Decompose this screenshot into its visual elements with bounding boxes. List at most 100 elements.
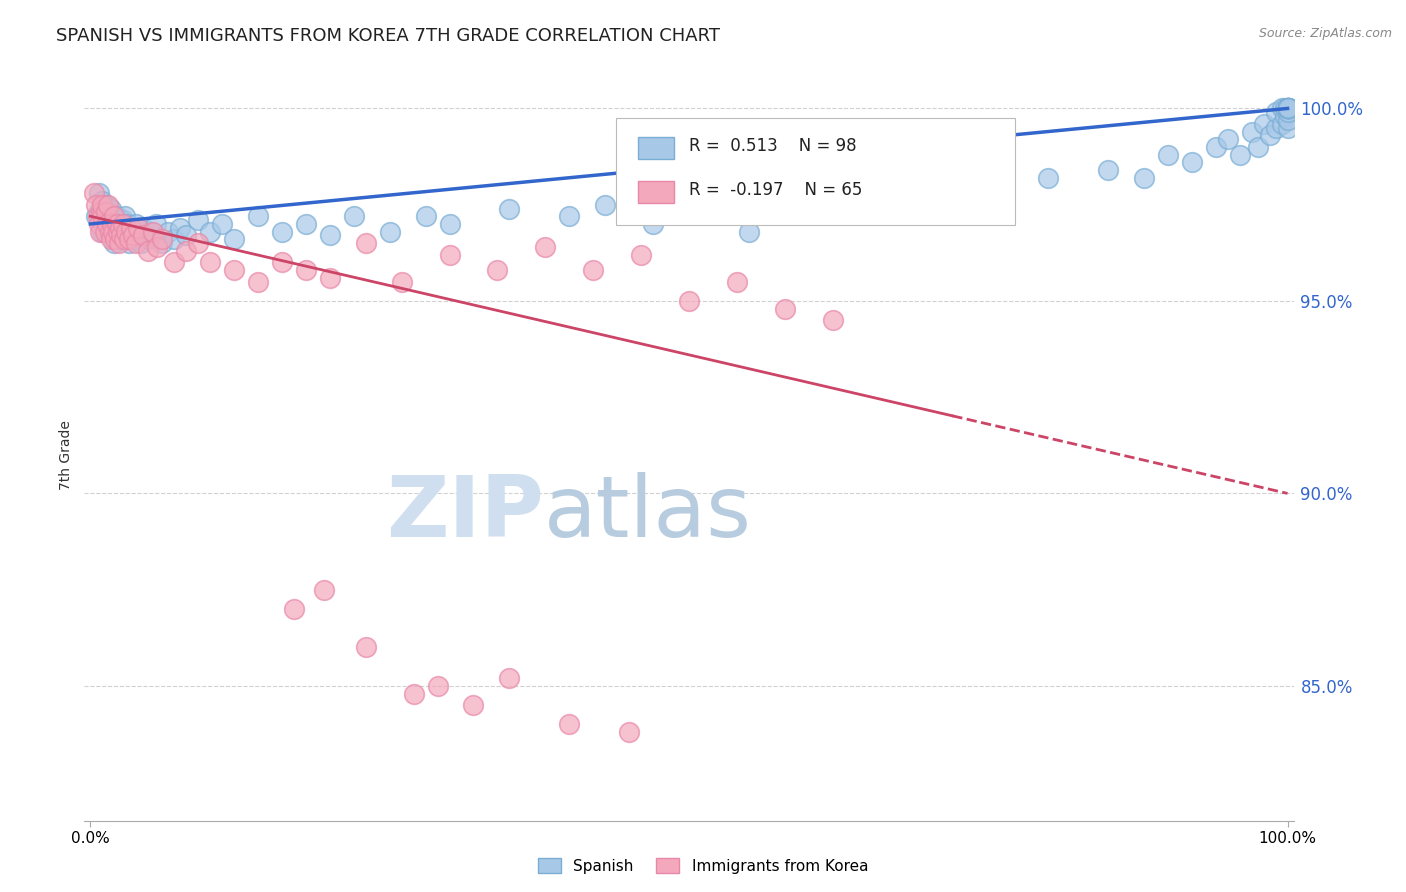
Point <box>558 209 581 223</box>
Point <box>90 205 112 219</box>
Text: R =  -0.197    N = 65: R = -0.197 N = 65 <box>689 181 862 199</box>
Point <box>86 209 108 223</box>
Point <box>977 186 1000 201</box>
Point <box>136 244 159 258</box>
Point <box>498 671 520 685</box>
Point <box>630 248 652 262</box>
Point <box>1264 105 1286 120</box>
Point <box>104 225 127 239</box>
Point <box>139 225 162 239</box>
Point <box>104 232 127 246</box>
Point <box>118 232 141 246</box>
Point <box>112 232 135 246</box>
Point <box>415 209 437 223</box>
Point <box>174 244 197 258</box>
FancyBboxPatch shape <box>616 119 1015 225</box>
Point <box>91 197 114 211</box>
Point <box>120 220 142 235</box>
Text: Source: ZipAtlas.com: Source: ZipAtlas.com <box>1258 27 1392 40</box>
Point <box>343 209 366 223</box>
Point <box>103 236 125 251</box>
Point <box>96 217 118 231</box>
Point <box>97 205 120 219</box>
Point <box>270 225 292 239</box>
Point <box>110 228 132 243</box>
Point <box>858 197 880 211</box>
Y-axis label: 7th Grade: 7th Grade <box>59 420 73 490</box>
Point <box>439 248 461 262</box>
Point <box>136 232 159 246</box>
Point <box>163 232 186 246</box>
Point <box>1036 170 1059 185</box>
Point <box>174 228 197 243</box>
Point <box>1270 117 1292 131</box>
Point <box>617 725 640 739</box>
Point <box>1277 102 1299 116</box>
Point <box>1274 102 1296 116</box>
Point <box>134 228 156 243</box>
Point <box>270 255 292 269</box>
Point <box>98 217 121 231</box>
Point <box>312 582 335 597</box>
Point <box>295 217 318 231</box>
Point <box>1277 102 1299 116</box>
Point <box>1133 170 1156 185</box>
Point <box>1229 147 1251 161</box>
Point <box>115 225 138 239</box>
Point <box>641 217 664 231</box>
Point <box>678 293 700 308</box>
Point <box>1277 102 1299 116</box>
Point <box>1277 102 1299 116</box>
Point <box>187 213 209 227</box>
Point <box>87 217 110 231</box>
Point <box>163 255 186 269</box>
Point <box>198 225 221 239</box>
Point <box>146 240 169 254</box>
Point <box>125 236 148 251</box>
Point <box>1277 102 1299 116</box>
Point <box>1157 147 1180 161</box>
Point <box>319 270 342 285</box>
Point <box>105 217 128 231</box>
Point <box>91 225 114 239</box>
Point <box>111 217 134 231</box>
Point <box>319 228 342 243</box>
Point <box>593 197 616 211</box>
Point <box>87 186 110 201</box>
Point <box>103 217 125 231</box>
Text: SPANISH VS IMMIGRANTS FROM KOREA 7TH GRADE CORRELATION CHART: SPANISH VS IMMIGRANTS FROM KOREA 7TH GRA… <box>56 27 720 45</box>
Point <box>1277 105 1299 120</box>
Point <box>169 220 191 235</box>
Point <box>426 679 449 693</box>
Point <box>354 236 377 251</box>
Point <box>1216 132 1239 146</box>
Point <box>187 236 209 251</box>
Point <box>129 236 152 251</box>
Point <box>917 178 939 193</box>
Point <box>127 220 149 235</box>
Point <box>110 225 132 239</box>
Point <box>132 228 155 243</box>
Point <box>1277 120 1299 135</box>
Point <box>107 225 129 239</box>
Point <box>391 275 413 289</box>
Point <box>582 263 605 277</box>
Point <box>1097 163 1119 178</box>
Point <box>120 228 142 243</box>
Point <box>821 313 844 327</box>
Point <box>121 225 143 239</box>
Point <box>246 275 269 289</box>
Point <box>283 602 305 616</box>
Point <box>105 209 128 223</box>
Point <box>89 202 111 216</box>
Point <box>117 217 139 231</box>
Point <box>103 209 125 223</box>
Point <box>378 225 401 239</box>
Point <box>145 217 167 231</box>
Point <box>112 228 135 243</box>
Point <box>86 197 108 211</box>
Point <box>107 217 129 231</box>
Point <box>1277 102 1299 116</box>
Point <box>439 217 461 231</box>
Point <box>1277 102 1299 116</box>
